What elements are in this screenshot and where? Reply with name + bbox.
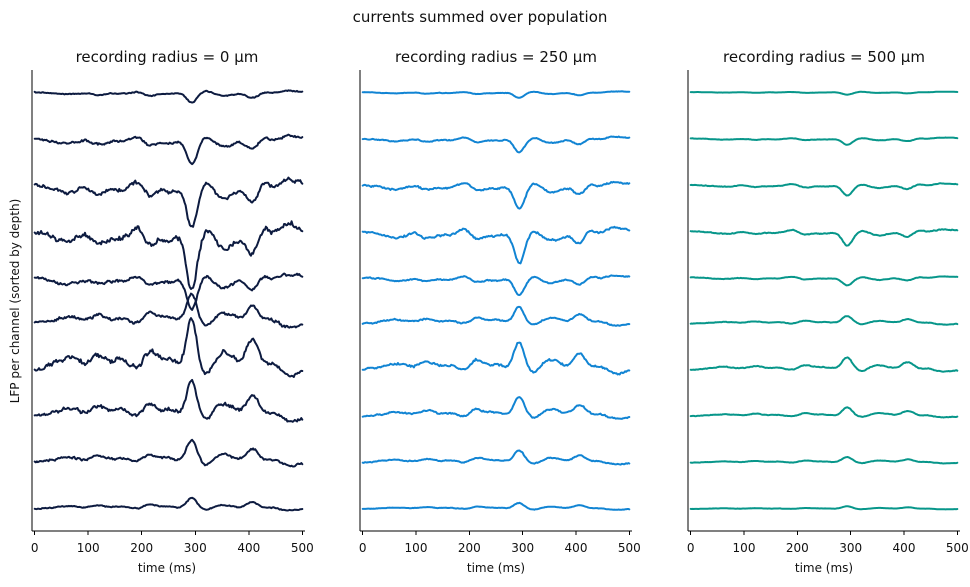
xtick-label: 500 xyxy=(291,541,314,555)
panel-0: recording radius = 0 µm 0 100 200 300 400 500… xyxy=(31,48,314,575)
panel-title-1: recording radius = 250 µm xyxy=(395,48,597,66)
lfp-trace-ch6 xyxy=(689,356,959,373)
lfp-trace-ch0 xyxy=(689,90,959,96)
lfp-trace-ch6 xyxy=(361,341,631,376)
xtick-label: 300 xyxy=(184,541,207,555)
lfp-trace-ch1 xyxy=(689,136,959,146)
lfp-trace-ch4 xyxy=(689,275,959,287)
xtick-label: 200 xyxy=(786,541,809,555)
xtick-label: 300 xyxy=(511,541,534,555)
xtick-label: 400 xyxy=(237,541,260,555)
traces-2 xyxy=(689,90,959,511)
xtick-label: 0 xyxy=(687,541,695,555)
figure-suptitle: currents summed over population xyxy=(353,8,608,26)
xtick-label: 0 xyxy=(31,541,39,555)
lfp-trace-ch3 xyxy=(689,228,959,247)
lfp-trace-ch0 xyxy=(33,89,304,104)
xtick-label: 200 xyxy=(130,541,153,555)
lfp-trace-ch5 xyxy=(33,292,304,329)
xtick-label: 500 xyxy=(946,541,969,555)
lfp-trace-ch1 xyxy=(361,135,631,154)
panel-title-2: recording radius = 500 µm xyxy=(723,48,925,66)
panel-title-0: recording radius = 0 µm xyxy=(76,48,259,66)
xtick-label: 100 xyxy=(733,541,756,555)
lfp-trace-ch7 xyxy=(33,378,304,423)
lfp-trace-ch2 xyxy=(361,180,631,210)
xtick-label: 400 xyxy=(565,541,588,555)
xticks-0: 0 100 200 300 400 500 xyxy=(31,531,314,555)
xtick-label: 100 xyxy=(405,541,428,555)
lfp-trace-ch1 xyxy=(33,133,304,166)
xtick-label: 300 xyxy=(839,541,862,555)
lfp-trace-ch7 xyxy=(689,406,959,419)
x-axis-label-1: time (ms) xyxy=(467,561,525,575)
panel-2: recording radius = 500 µm 0 100 200 300 400 5… xyxy=(687,48,969,575)
lfp-trace-ch5 xyxy=(689,315,959,326)
xticks-1: 0 100 200 300 400 500 xyxy=(359,531,641,555)
lfp-trace-ch3 xyxy=(33,220,304,290)
figure-ylabel: LFP per channel (sorted by depth) xyxy=(8,199,22,404)
xtick-label: 400 xyxy=(893,541,916,555)
traces-1 xyxy=(361,90,631,511)
x-axis-label-0: time (ms) xyxy=(138,561,196,575)
xtick-label: 100 xyxy=(77,541,100,555)
traces-0 xyxy=(33,89,304,512)
lfp-trace-ch2 xyxy=(33,176,304,228)
lfp-trace-ch6 xyxy=(33,317,304,378)
lfp-trace-ch8 xyxy=(689,456,959,465)
lfp-trace-ch7 xyxy=(361,396,631,420)
lfp-trace-ch9 xyxy=(689,505,959,511)
xtick-label: 0 xyxy=(359,541,367,555)
lfp-trace-ch5 xyxy=(361,305,631,327)
lfp-trace-ch9 xyxy=(361,501,631,511)
lfp-trace-ch2 xyxy=(689,182,959,197)
x-axis-label-2: time (ms) xyxy=(795,561,853,575)
lfp-trace-ch3 xyxy=(361,225,631,265)
xtick-label: 200 xyxy=(458,541,481,555)
lfp-trace-ch4 xyxy=(33,272,304,311)
panel-1: recording radius = 250 µm 0 100 200 300 400 5… xyxy=(359,48,641,575)
lfp-trace-ch8 xyxy=(33,438,304,468)
lfp-trace-ch0 xyxy=(361,90,631,99)
lfp-trace-ch4 xyxy=(361,274,631,296)
lfp-trace-ch8 xyxy=(361,449,631,466)
lfp-trace-ch9 xyxy=(33,496,304,512)
xtick-label: 500 xyxy=(618,541,641,555)
xticks-2: 0 100 200 300 400 500 xyxy=(687,531,969,555)
